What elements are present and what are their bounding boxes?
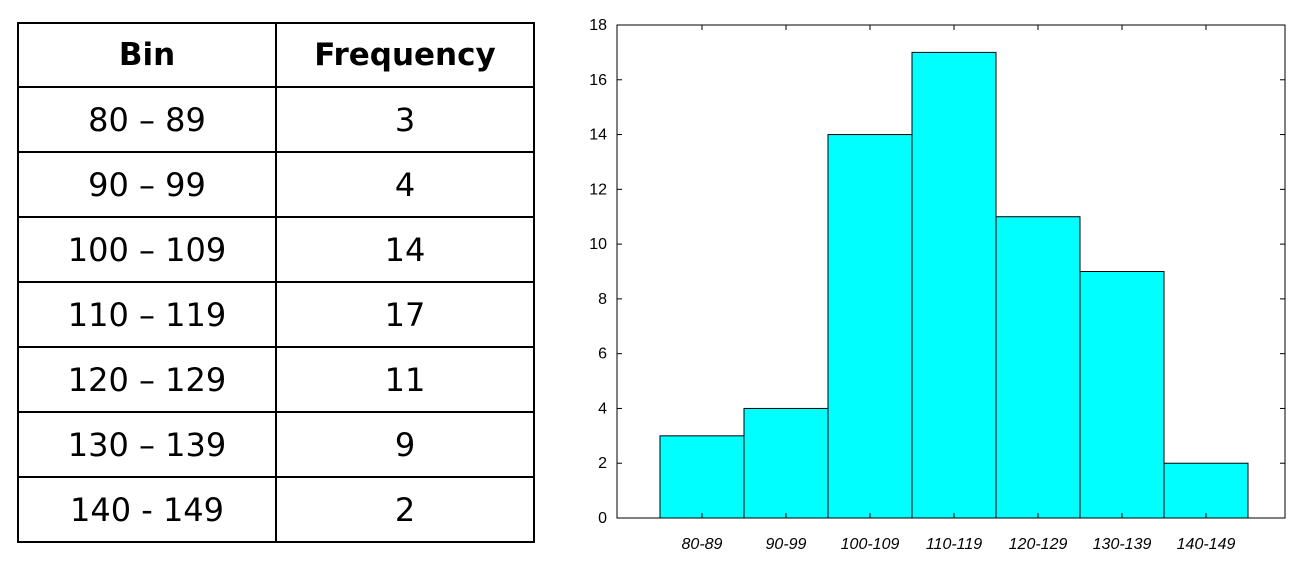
- table-row: 120 – 129 11: [17, 346, 535, 413]
- y-tick-label: 4: [598, 400, 607, 417]
- y-tick-label: 8: [598, 291, 607, 308]
- bar-140-149: [1163, 462, 1249, 519]
- table-row: 110 – 119 17: [17, 281, 535, 348]
- y-tick-label: 16: [589, 72, 607, 89]
- table-row: 80 – 89 3: [17, 86, 535, 153]
- x-axis: 80-89 90-99 100-109 110-119 120-129 130-139 14…: [682, 25, 1236, 553]
- bin-cell: 90 – 99: [17, 151, 277, 218]
- y-tick-label: 10: [589, 236, 607, 253]
- bar-100-109: [827, 134, 913, 519]
- bin-cell: 130 – 139: [17, 411, 277, 478]
- table-row: 140 - 149 2: [17, 476, 535, 543]
- x-tick-label: 100-109: [841, 536, 900, 553]
- bin-cell: 100 – 109: [17, 216, 277, 283]
- table-row: 90 – 99 4: [17, 151, 535, 218]
- y-tick-label: 0: [598, 510, 607, 527]
- bin-cell: 140 - 149: [17, 476, 277, 543]
- table-row: 100 – 109 14: [17, 216, 535, 283]
- plot-frame: [616, 24, 1286, 519]
- y-tick-label: 12: [589, 181, 607, 198]
- x-tick-label: 130-139: [1093, 536, 1152, 553]
- frequency-cell: 17: [275, 281, 535, 348]
- x-tick-label: 120-129: [1009, 536, 1068, 553]
- frequency-cell: 11: [275, 346, 535, 413]
- y-tick-label: 18: [589, 17, 607, 34]
- bin-cell: 110 – 119: [17, 281, 277, 348]
- x-tick-label: 90-99: [766, 536, 807, 553]
- frequency-cell: 14: [275, 216, 535, 283]
- frequency-cell: 3: [275, 86, 535, 153]
- bar-80-89: [659, 435, 745, 519]
- bar-130-139: [1079, 271, 1165, 519]
- table-row: 130 – 139 9: [17, 411, 535, 478]
- frequency-cell: 2: [275, 476, 535, 543]
- y-tick-label: 2: [598, 455, 607, 472]
- table-header-row: Bin Frequency: [17, 22, 535, 88]
- frequency-cell: 9: [275, 411, 535, 478]
- x-tick-label: 80-89: [682, 536, 723, 553]
- bin-cell: 80 – 89: [17, 86, 277, 153]
- histogram-chart: 0 2 4 6 8 10 12 14 16 18 80-89 90-99 100-109 110-119…: [589, 17, 1286, 553]
- frequency-header: Frequency: [275, 22, 535, 88]
- y-axis: 0 2 4 6 8 10 12 14 16 18: [589, 17, 1285, 527]
- frequency-table: Bin Frequency 80 – 89 3 90 – 99 4 100 – …: [17, 22, 535, 543]
- x-tick-label: 110-119: [926, 536, 982, 553]
- x-tick-label: 140-149: [1177, 536, 1236, 553]
- y-tick-label: 14: [589, 127, 607, 144]
- bin-cell: 120 – 129: [17, 346, 277, 413]
- frequency-cell: 4: [275, 151, 535, 218]
- bin-header: Bin: [17, 22, 277, 88]
- y-tick-label: 6: [598, 346, 607, 363]
- bar-120-129: [995, 216, 1081, 519]
- bar-110-119: [911, 51, 997, 519]
- bar-90-99: [743, 407, 829, 519]
- bars: [659, 51, 1249, 519]
